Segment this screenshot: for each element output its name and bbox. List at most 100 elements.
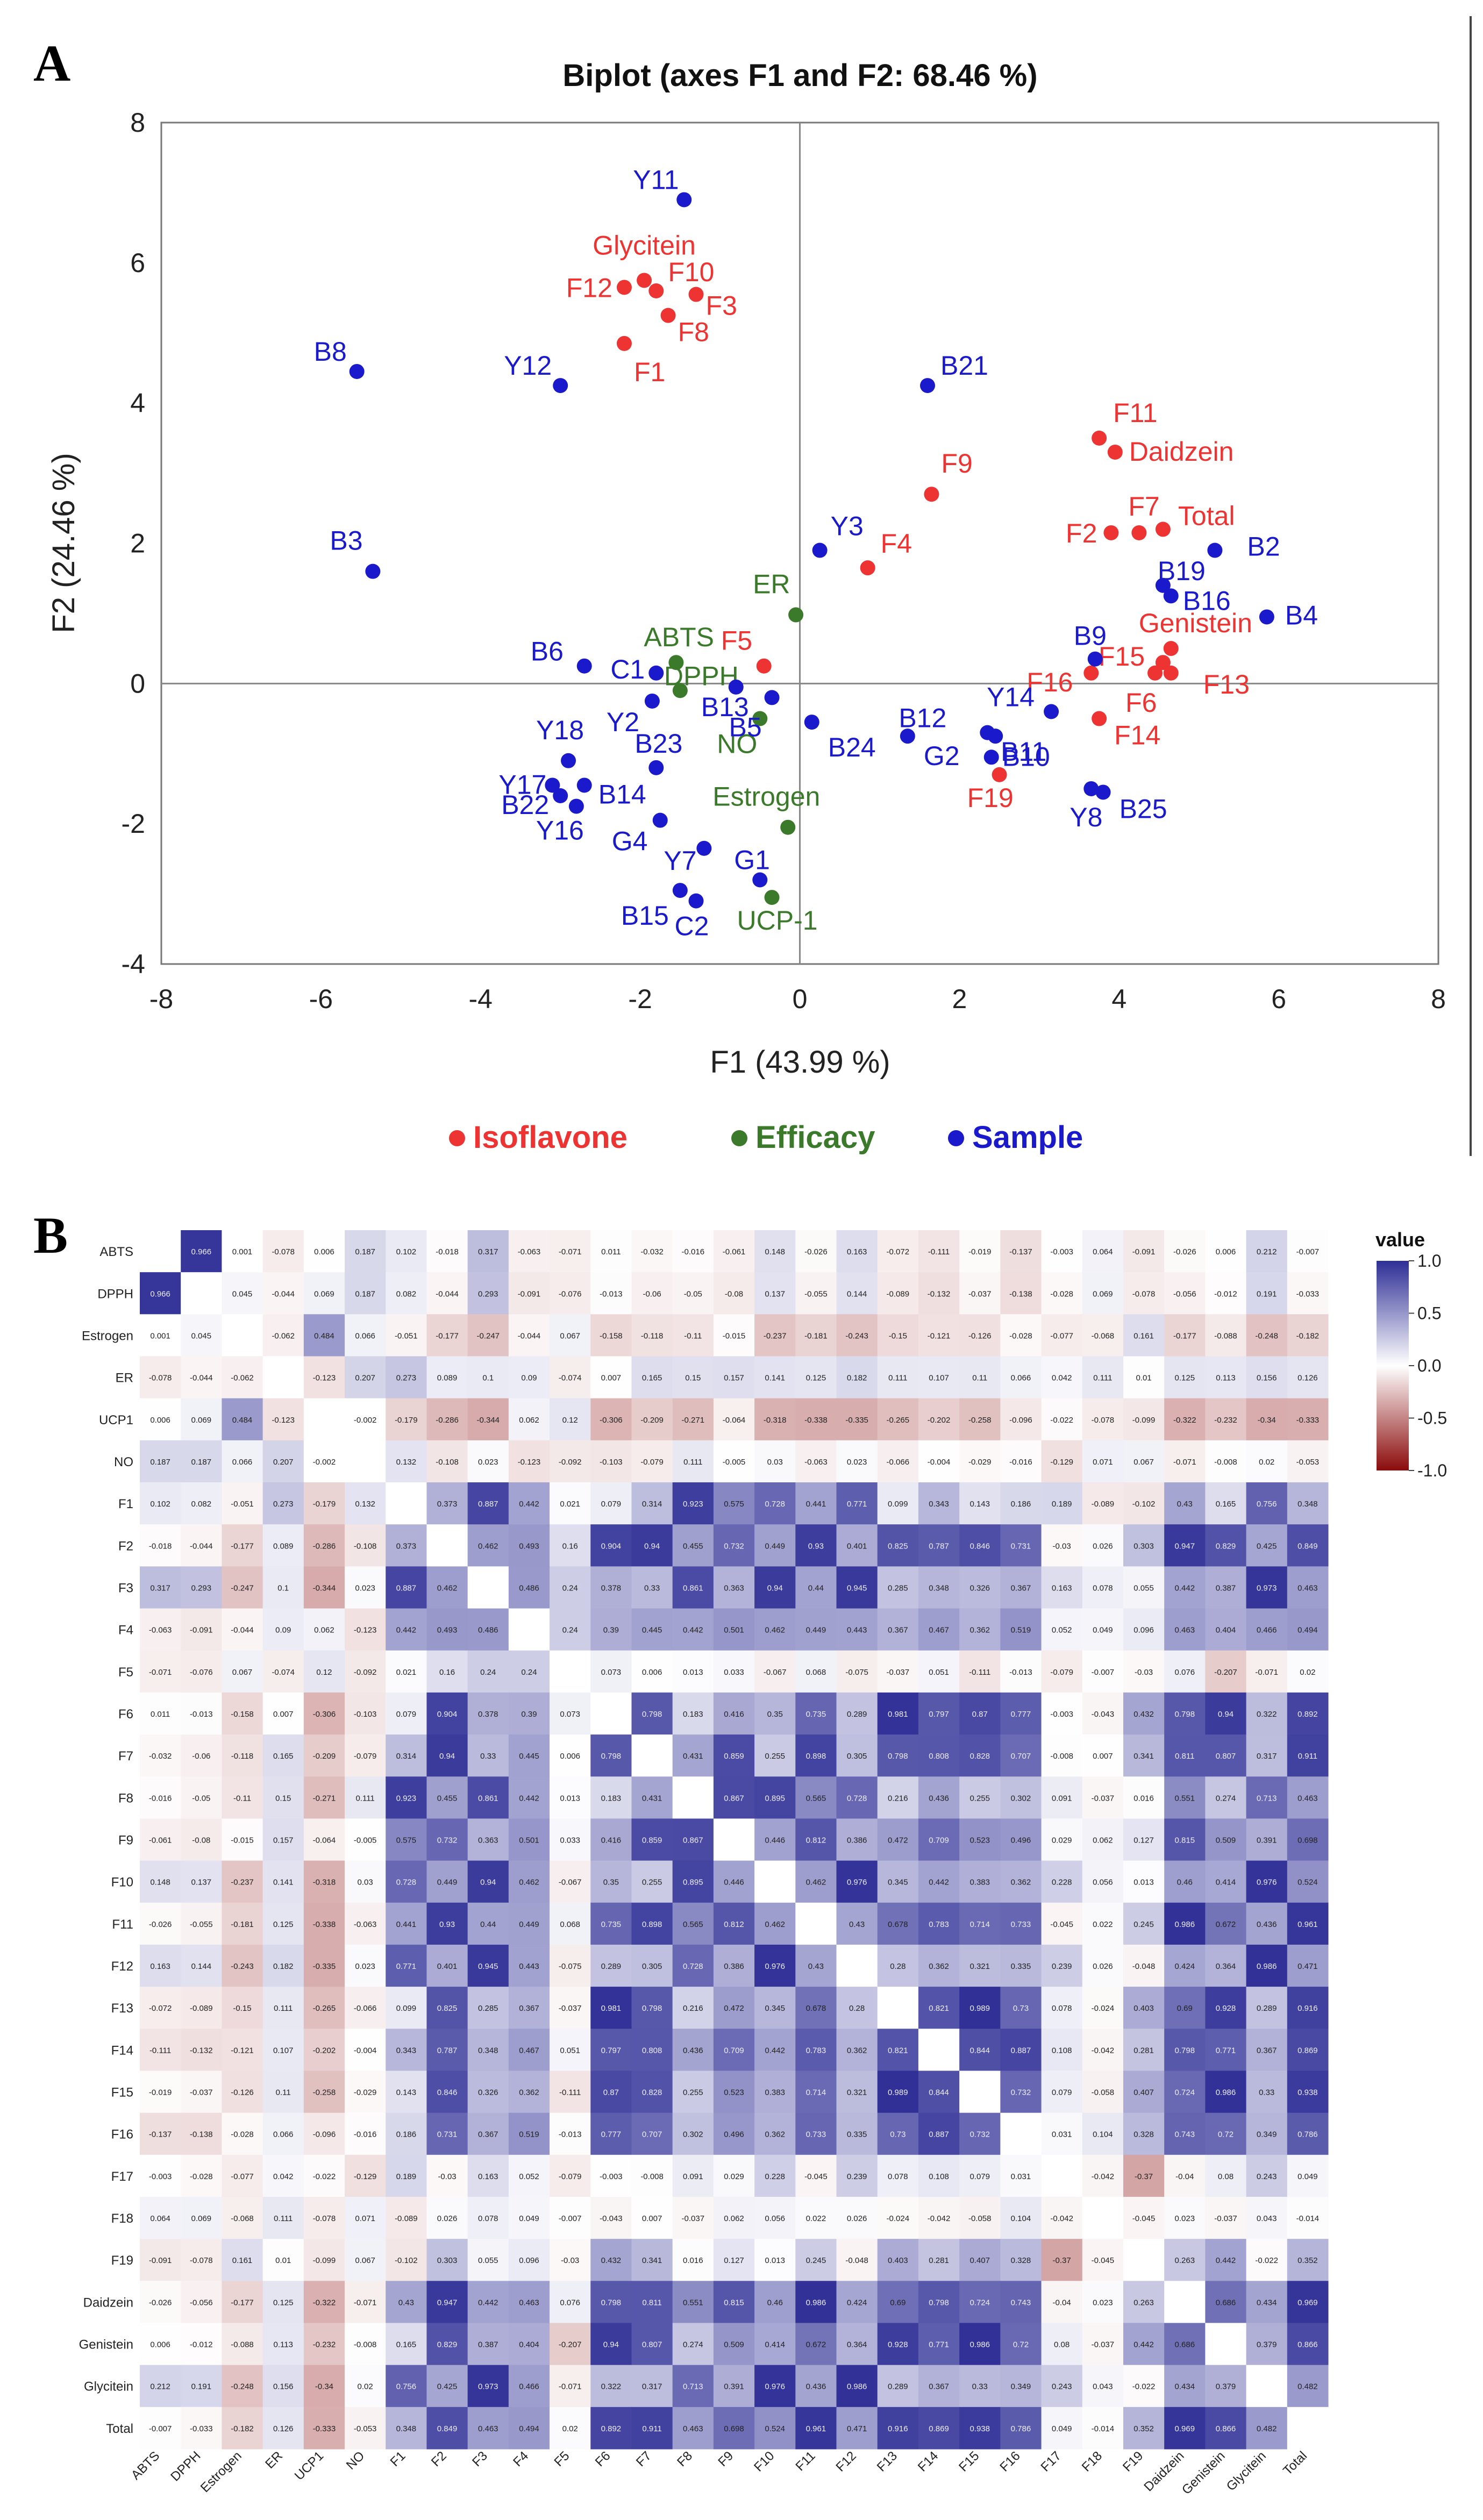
heatmap-cell-genistein-f9 — [713, 2323, 755, 2366]
heatmap-cell-f14-f2 — [426, 2029, 468, 2071]
heatmap-cell-f19-f8 — [672, 2239, 714, 2281]
heatmap-cell-f3-genistein-value: 0.387 — [1216, 1583, 1236, 1593]
heatmap-cell-daidzein-er — [262, 2281, 304, 2323]
isoflavone-point-total — [1155, 522, 1171, 537]
heatmap-cell-er-f9 — [713, 1356, 755, 1399]
heatmap-cell-f4-dpph-value: -0.091 — [190, 1626, 213, 1635]
heatmap-cell-glycitein-f11 — [795, 2365, 837, 2408]
heatmap-cell-f16-no — [345, 2112, 386, 2155]
heatmap-cell-abts-f3-value: 0.317 — [478, 1247, 498, 1257]
heatmap-cell-f15-total — [1287, 2071, 1329, 2114]
x-tick-label: 0 — [793, 984, 808, 1014]
heatmap-cell-f7-f12 — [836, 1734, 878, 1777]
col-label-f5: F5 — [552, 2448, 573, 2469]
heatmap-cell-f9-f1-value: 0.575 — [396, 1836, 417, 1845]
heatmap-cell-f17-dpph — [181, 2154, 222, 2197]
heatmap-cell-f16-f19-value: 0.328 — [1133, 2130, 1154, 2139]
heatmap-cell-f19-abts — [140, 2239, 181, 2281]
heatmap-cell-ucp1-dpph-value: 0.069 — [191, 1416, 212, 1425]
heatmap-cell-f9-f10 — [754, 1818, 796, 1861]
heatmap-cell-f8-f15-value: 0.255 — [969, 1794, 990, 1803]
heatmap-cell-f10-total — [1287, 1860, 1329, 1903]
heatmap-cell-f19-f7-value: 0.341 — [642, 2256, 662, 2265]
col-label-f14: F14 — [915, 2448, 941, 2474]
heatmap-cell-f19-f10-value: 0.013 — [765, 2256, 785, 2265]
heatmap-cell-total-genistein — [1205, 2407, 1247, 2450]
isoflavone-label-f5: F5 — [721, 626, 752, 656]
heatmap-cell-f17-f19 — [1123, 2154, 1165, 2197]
x-tick-label: -6 — [309, 984, 333, 1014]
heatmap-cell-f15-f16-value: 0.732 — [1011, 2088, 1031, 2097]
heatmap-cell-f14-glycitein-value: 0.367 — [1257, 2046, 1277, 2055]
heatmap-cell-total-f18-value: -0.014 — [1092, 2424, 1115, 2433]
heatmap-cell-estrogen-estrogen — [222, 1314, 263, 1357]
heatmap-cell-f18-f14 — [918, 2196, 960, 2239]
heatmap-cell-ucp1-total — [1287, 1398, 1329, 1441]
heatmap-cell-f15-f1-value: 0.143 — [396, 2088, 417, 2097]
heatmap-cell-f3-f10-value: 0.94 — [767, 1583, 783, 1593]
heatmap-cell-f19-glycitein — [1246, 2239, 1288, 2281]
heatmap-cell-no-f8 — [672, 1440, 714, 1483]
heatmap-cell-total-f16 — [1000, 2407, 1042, 2450]
heatmap-cell-f4-total-value: 0.494 — [1297, 1626, 1318, 1635]
heatmap-cell-ucp1-f18-value: -0.078 — [1092, 1416, 1115, 1425]
heatmap-cell-abts-genistein — [1205, 1230, 1247, 1273]
heatmap-cell-f10-f11-value: 0.462 — [806, 1878, 826, 1887]
heatmap-cell-f6-f3 — [467, 1692, 509, 1735]
heatmap-cell-ucp1-estrogen — [222, 1398, 263, 1441]
heatmap-cell-abts-f11-value: -0.026 — [804, 1247, 828, 1257]
heatmap-cell-abts-no-value: 0.187 — [355, 1247, 375, 1257]
heatmap-cell-f2-no-value: -0.108 — [354, 1541, 377, 1551]
heatmap-cell-f18-estrogen — [222, 2196, 263, 2239]
heatmap-cell-f17-f13 — [877, 2154, 919, 2197]
heatmap-cell-f3-f12 — [836, 1566, 878, 1609]
heatmap-cell-no-abts-value: 0.187 — [150, 1458, 170, 1467]
heatmap-cell-f14-dpph — [181, 2029, 222, 2071]
legend-efficacy-label: Efficacy — [755, 1120, 875, 1155]
heatmap-cell-f13-f11-value: 0.678 — [806, 2004, 826, 2013]
heatmap-cell-estrogen-dpph-value: 0.045 — [191, 1331, 212, 1340]
heatmap-cell-f14-daidzein-value: 0.798 — [1175, 2046, 1195, 2055]
heatmap-cell-f15-daidzein — [1164, 2071, 1206, 2114]
heatmap-cell-f5-f10 — [754, 1650, 796, 1693]
heatmap-cell-f1-f17 — [1041, 1482, 1083, 1525]
heatmap-cell-f4-f17-value: 0.052 — [1052, 1626, 1072, 1635]
heatmap-cell-f15-f17-value: 0.079 — [1052, 2088, 1072, 2097]
sample-label-y11: Y11 — [633, 165, 679, 195]
heatmap-cell-f8-abts-value: -0.016 — [149, 1794, 172, 1803]
isoflavone-label-f7: F7 — [1128, 491, 1159, 522]
heatmap-cell-estrogen-f3-value: -0.247 — [476, 1331, 500, 1340]
heatmap-cell-f3-f8 — [672, 1566, 714, 1609]
heatmap-cell-f6-daidzein-value: 0.798 — [1175, 1710, 1195, 1719]
x-tick-label: -2 — [628, 984, 652, 1014]
heatmap-cell-f12-f14-value: 0.362 — [929, 1962, 949, 1971]
heatmap-cell-f19-f11-value: 0.245 — [806, 2256, 826, 2265]
heatmap-cell-ucp1-f3 — [467, 1398, 509, 1441]
heatmap-cell-f15-f3-value: 0.326 — [478, 2088, 498, 2097]
heatmap-cell-f16-f6 — [590, 2112, 632, 2155]
heatmap-cell-f10-glycitein-value: 0.976 — [1257, 1878, 1277, 1887]
heatmap-cell-f15-f10-value: 0.383 — [765, 2088, 785, 2097]
panel-b-letter: B — [33, 1207, 68, 1264]
heatmap-cell-f1-f4-value: 0.442 — [519, 1500, 539, 1509]
heatmap-cell-estrogen-total — [1287, 1314, 1329, 1357]
heatmap-cell-er-f11-value: 0.125 — [806, 1374, 826, 1383]
heatmap-cell-abts-total — [1287, 1230, 1329, 1273]
heatmap-cell-estrogen-f12 — [836, 1314, 878, 1357]
heatmap-cell-dpph-genistein-value: -0.012 — [1214, 1289, 1237, 1298]
heatmap-cell-f18-abts-value: 0.064 — [150, 2214, 170, 2223]
heatmap-cell-f16-abts — [140, 2112, 181, 2155]
heatmap-cell-f6-abts — [140, 1692, 181, 1735]
heatmap-cell-f10-f3 — [467, 1860, 509, 1903]
heatmap-cell-f1-f11-value: 0.441 — [806, 1500, 826, 1509]
heatmap-cell-abts-ucp1 — [303, 1230, 345, 1273]
heatmap-cell-dpph-total — [1287, 1272, 1329, 1315]
heatmap-cell-f3-f6-value: 0.378 — [601, 1583, 622, 1593]
heatmap-cell-f15-f2 — [426, 2071, 468, 2114]
heatmap-cell-total-f3 — [467, 2407, 509, 2450]
heatmap-cell-f6-total-value: 0.892 — [1297, 1710, 1318, 1719]
heatmap-cell-f11-f16 — [1000, 1902, 1042, 1945]
heatmap-cell-f15-f2-value: 0.846 — [437, 2088, 458, 2097]
heatmap-cell-f6-f9-value: 0.416 — [724, 1710, 744, 1719]
heatmap-cell-f11-f9 — [713, 1902, 755, 1945]
